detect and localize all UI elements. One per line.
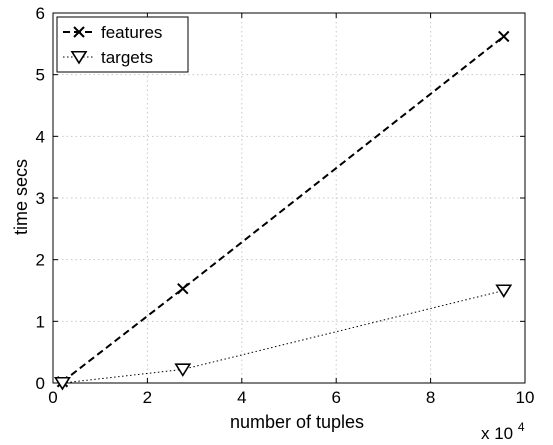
marker-stroke [73, 26, 85, 38]
y-tick-label: 3 [36, 189, 45, 208]
x-tick-label: 4 [237, 388, 246, 407]
series-targets [53, 284, 513, 391]
x-tick-label: 6 [331, 388, 340, 407]
data-point-features [498, 30, 510, 43]
legend-label: features [101, 23, 162, 42]
legend-label: targets [101, 48, 153, 67]
x-tick-label: 2 [143, 388, 152, 407]
legend-entry-features: features [63, 23, 162, 42]
legend-swatch-marker [73, 26, 85, 38]
y-tick-label: 2 [36, 251, 45, 270]
data-point-targets [495, 284, 513, 298]
legend-entry-targets: targets [63, 48, 153, 67]
x-tick-label: 10 [516, 388, 535, 407]
y-axis-label: time secs [11, 159, 31, 235]
series-layer [53, 30, 513, 391]
x-axis-multiplier-base: x 10 [481, 424, 513, 443]
x-axis-multiplier-exponent: 4 [518, 420, 525, 434]
series-line-targets [62, 290, 504, 384]
x-tick-label: 8 [426, 388, 435, 407]
y-tick-label: 1 [36, 312, 45, 331]
x-axis-label: number of tuples [230, 412, 364, 432]
grid-layer [53, 13, 525, 383]
marker-stroke [177, 282, 189, 295]
data-point-targets [174, 363, 192, 377]
y-tick-label: 5 [36, 66, 45, 85]
y-tick-label: 6 [36, 4, 45, 23]
series-features [56, 30, 510, 388]
legend-swatch-marker [70, 50, 88, 65]
data-point-targets [53, 376, 71, 391]
x-tick-label: 0 [48, 388, 57, 407]
series-line-features [61, 35, 505, 383]
axes-layer: 0 2 4 6 8 10 0 1 2 3 4 5 6 [36, 4, 535, 407]
legend: features targets [56, 16, 189, 73]
marker-stroke [498, 30, 510, 43]
y-tick-label: 4 [36, 127, 45, 146]
data-point-features [177, 282, 189, 295]
labels-layer: number of tuples time secs x 10 4 [11, 159, 525, 443]
x-axis-multiplier: x 10 4 [481, 420, 525, 443]
y-tick-label: 0 [36, 374, 45, 393]
